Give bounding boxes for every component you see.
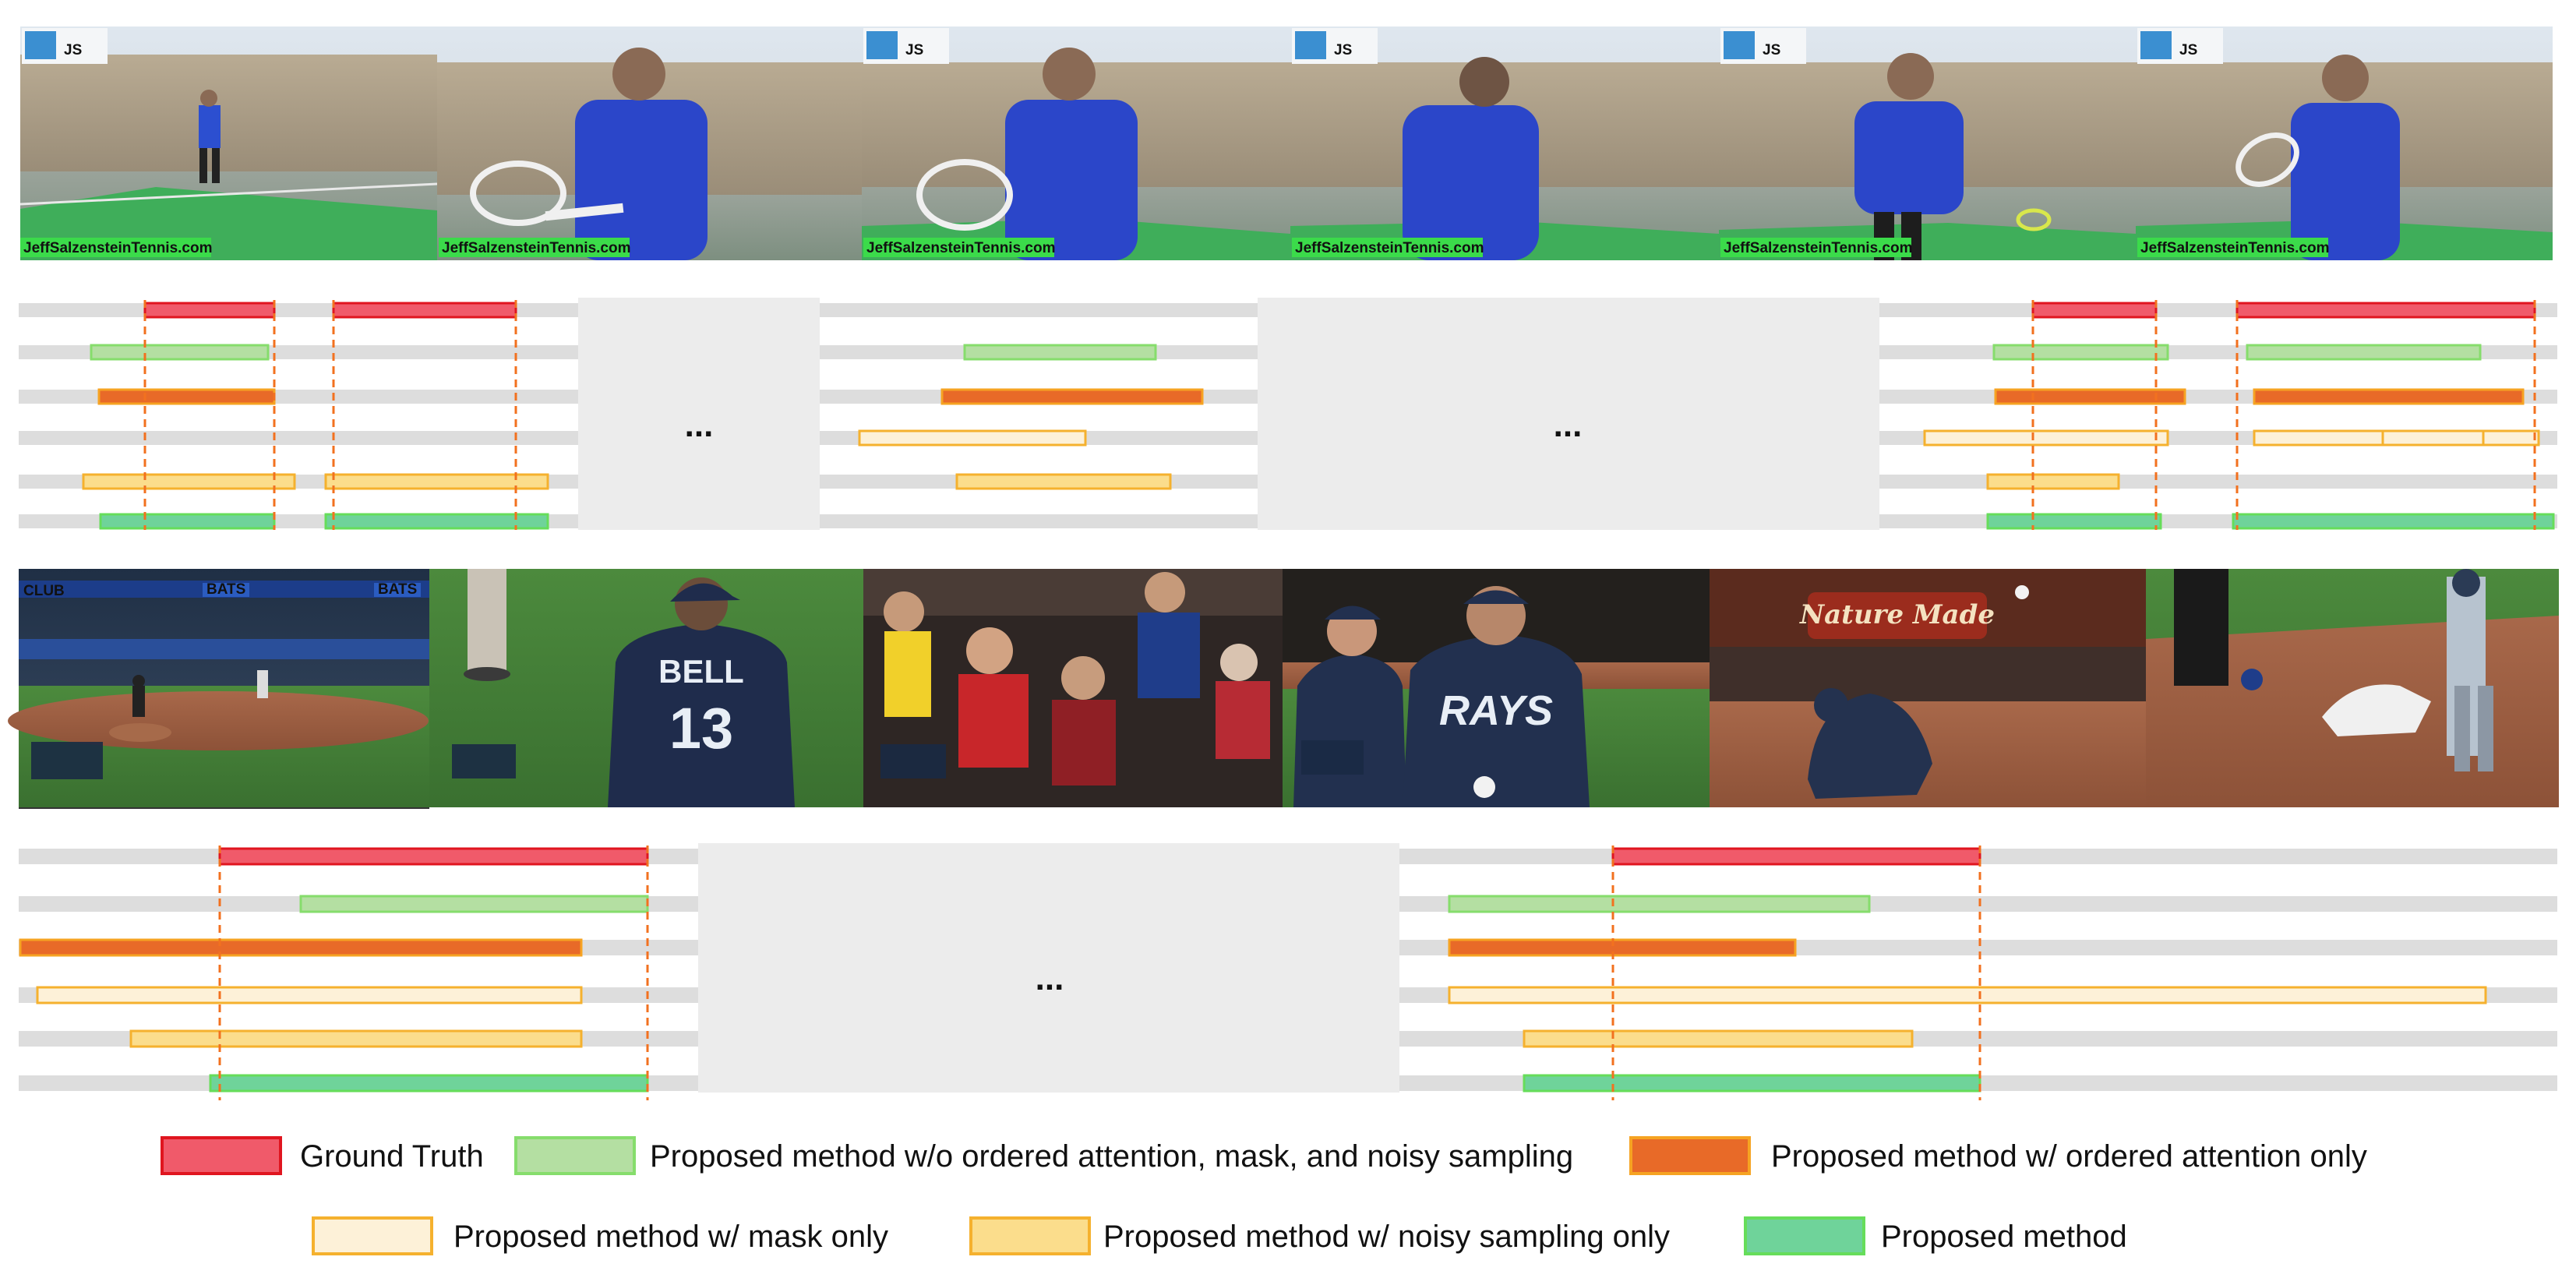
video-frame: JeffSalzensteinTennis.com bbox=[437, 26, 862, 260]
segment-bar bbox=[1986, 473, 2120, 490]
video-frame bbox=[2146, 569, 2559, 807]
watermark-text: JeffSalzensteinTennis.com bbox=[442, 240, 631, 256]
legend-swatch bbox=[1629, 1136, 1751, 1175]
ellipsis-text: ... bbox=[685, 406, 714, 444]
segment-bar bbox=[1448, 938, 1797, 957]
segment-bar bbox=[1994, 388, 2186, 405]
segment-bar bbox=[143, 302, 276, 319]
timeline-gap bbox=[1258, 298, 1879, 530]
video-frame bbox=[863, 569, 1283, 807]
legend-swatch bbox=[1744, 1216, 1865, 1255]
segment-bar bbox=[1523, 1029, 1914, 1048]
video-frame: Nature Made bbox=[1710, 569, 2146, 807]
legend-swatch bbox=[514, 1136, 636, 1175]
segment-bar bbox=[2253, 388, 2525, 405]
legend-label: Proposed method w/ noisy sampling only bbox=[1103, 1220, 1670, 1254]
logo-text: JS bbox=[64, 42, 82, 58]
segment-bar bbox=[218, 847, 649, 866]
jersey-name: BELL bbox=[658, 653, 744, 690]
segment-bar bbox=[940, 388, 1204, 405]
timeline-gap bbox=[698, 843, 1399, 1093]
video-frame: BELL 13 bbox=[429, 569, 863, 807]
legend-label: Ground Truth bbox=[300, 1139, 484, 1174]
segment-bar bbox=[955, 473, 1172, 490]
segment-bar bbox=[1448, 986, 2487, 1004]
cap-team-text: RAYS bbox=[1439, 687, 1553, 734]
segment-bar bbox=[858, 429, 1087, 447]
board-text: BATS bbox=[206, 581, 245, 598]
segment-bar bbox=[1992, 344, 2169, 361]
club-sign-text: CLUB bbox=[23, 583, 65, 599]
legend-swatch bbox=[969, 1216, 1091, 1255]
segment-bar bbox=[324, 473, 549, 490]
segment-bar bbox=[90, 344, 270, 361]
legend-label: Proposed method bbox=[1881, 1220, 2127, 1254]
baseball-video-frames: CLUB BATS BATS BELL 13 bbox=[8, 569, 2559, 809]
legend-label: Proposed method w/ mask only bbox=[453, 1220, 888, 1254]
watermark-text: JeffSalzensteinTennis.com bbox=[1724, 240, 1913, 256]
segment-bar bbox=[19, 938, 583, 957]
video-frame: CLUB BATS BATS bbox=[8, 569, 429, 809]
segment-bar bbox=[1523, 1074, 1981, 1093]
logo-text: JS bbox=[1763, 42, 1780, 58]
segment-bar bbox=[2246, 344, 2482, 361]
segment-bar bbox=[82, 473, 296, 490]
segment-bar bbox=[99, 513, 276, 530]
legend: Ground Truth Proposed method w/o ordered … bbox=[161, 1136, 2367, 1255]
logo-text: JS bbox=[905, 42, 923, 58]
video-frame: JS JeffSalzensteinTennis.com bbox=[19, 26, 438, 260]
ellipsis-text: ... bbox=[1554, 406, 1583, 444]
segment-bar bbox=[2482, 429, 2540, 447]
baseball-timeline bbox=[19, 843, 2557, 1100]
video-frame: JS JeffSalzensteinTennis.com bbox=[1290, 26, 1719, 260]
segment-bar bbox=[2253, 429, 2384, 447]
segment-bar bbox=[2031, 302, 2158, 319]
logo-text: JS bbox=[2179, 42, 2197, 58]
legend-swatch bbox=[161, 1136, 282, 1175]
watermark-text: JeffSalzensteinTennis.com bbox=[23, 240, 213, 256]
legend-label: Proposed method w/o ordered attention, m… bbox=[650, 1139, 1573, 1174]
tennis-timeline bbox=[19, 298, 2557, 530]
video-frame: JS JeffSalzensteinTennis.com bbox=[2136, 26, 2553, 260]
segment-bar bbox=[2235, 302, 2536, 319]
watermark-text: JeffSalzensteinTennis.com bbox=[1295, 240, 1484, 256]
segment-bar bbox=[299, 895, 649, 913]
segment-bar bbox=[2232, 513, 2555, 530]
legend-label: Proposed method w/ ordered attention onl… bbox=[1771, 1139, 2367, 1174]
segment-bar bbox=[209, 1074, 649, 1093]
watermark-text: JeffSalzensteinTennis.com bbox=[2140, 240, 2330, 256]
segment-bar bbox=[1448, 895, 1871, 913]
segment-bar bbox=[36, 986, 583, 1004]
segment-bar bbox=[1611, 847, 1981, 866]
jersey-number: 13 bbox=[669, 696, 733, 761]
legend-swatch bbox=[312, 1216, 433, 1255]
logo-text: JS bbox=[1334, 42, 1352, 58]
watermark-text: JeffSalzensteinTennis.com bbox=[866, 240, 1056, 256]
segment-bar bbox=[2381, 429, 2485, 447]
tennis-video-frames: JS JeffSalzensteinTennis.com JeffSalzens… bbox=[19, 26, 2553, 260]
video-frame: RAYS bbox=[1283, 569, 1710, 807]
segment-bar bbox=[324, 513, 549, 530]
segment-bar bbox=[963, 344, 1157, 361]
segment-bar bbox=[1923, 429, 2169, 447]
ellipsis-text: ... bbox=[1036, 959, 1064, 997]
segment-bar bbox=[97, 388, 276, 405]
timeline-gap bbox=[578, 298, 820, 530]
banner-text: Nature Made bbox=[1799, 599, 1995, 630]
video-frame: JS JeffSalzensteinTennis.com bbox=[862, 26, 1290, 260]
video-frame: JS JeffSalzensteinTennis.com bbox=[1719, 26, 2136, 260]
segment-bar bbox=[129, 1029, 583, 1048]
segment-bar bbox=[1986, 513, 2162, 530]
segment-bar bbox=[332, 302, 517, 319]
board-text: BATS bbox=[378, 581, 417, 598]
